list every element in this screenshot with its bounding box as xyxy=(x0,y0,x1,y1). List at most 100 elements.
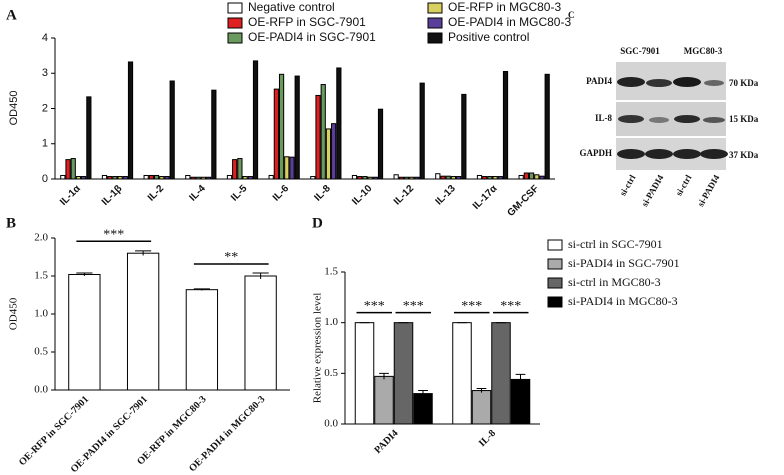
legend-swatch xyxy=(547,296,563,308)
x-tick-label: IL-5 xyxy=(229,183,250,204)
band xyxy=(617,149,645,159)
bar xyxy=(452,322,472,425)
bar xyxy=(159,176,165,180)
bar xyxy=(409,176,415,180)
y-tick-label: 1 xyxy=(42,138,48,150)
bar xyxy=(247,176,253,180)
error-bar xyxy=(252,272,269,280)
band xyxy=(704,80,724,86)
bar xyxy=(226,174,233,180)
legend-label: si-ctrl in SGC-7901 xyxy=(568,237,663,251)
y-tick-label: 0 xyxy=(42,173,48,185)
x-tick-label: IL-2 xyxy=(146,183,167,204)
legend-label: OE-RFP in SGC-7901 xyxy=(248,15,366,29)
bar xyxy=(445,175,451,180)
band xyxy=(617,77,645,87)
legend-label: OE-PADI4 in MGC80-3 xyxy=(448,15,571,29)
panel: A OD450 0 1 2 3 4 IL-1α IL-1β IL-2 IL-4 IL-5 IL-6 IL-… xyxy=(6,0,571,219)
lane-label: si-ctrl xyxy=(618,173,638,198)
band xyxy=(646,79,672,87)
bar xyxy=(534,174,540,180)
legend-swatch xyxy=(427,2,443,14)
bar xyxy=(81,176,87,180)
y-tick-label: 2 xyxy=(42,102,48,114)
legend-label: Negative control xyxy=(248,0,335,14)
band xyxy=(673,77,701,87)
band xyxy=(703,117,725,123)
bar xyxy=(107,176,113,180)
bar xyxy=(476,174,483,180)
bar xyxy=(413,393,433,425)
bar xyxy=(190,176,196,180)
bar xyxy=(164,176,170,180)
bar xyxy=(471,390,492,425)
x-tick-label: PADI4 xyxy=(372,428,400,456)
y-tick-label: 1.0 xyxy=(34,308,48,320)
bar xyxy=(461,93,467,180)
legend-swatch xyxy=(227,32,243,44)
legend-label: OE-RFP in MGC80-3 xyxy=(448,0,561,14)
cell-line-label: MGC80-3 xyxy=(684,46,723,56)
bar xyxy=(148,174,154,180)
bar xyxy=(310,176,316,180)
bar xyxy=(393,322,414,425)
legend-label: si-PADI4 in SGC-7901 xyxy=(568,256,680,270)
bar xyxy=(126,252,160,391)
bar xyxy=(482,176,488,180)
bar xyxy=(523,172,529,180)
error-bar xyxy=(418,390,428,397)
x-tick-label: IL-1α xyxy=(58,183,83,208)
y-axis-title: Relative expression level xyxy=(312,293,324,404)
size-label: 70 KDa xyxy=(729,78,759,88)
band xyxy=(649,117,669,123)
bar xyxy=(518,174,524,180)
legend-swatch xyxy=(427,17,443,29)
band xyxy=(673,149,701,159)
protein-label: IL-8 xyxy=(595,113,613,123)
error-bar xyxy=(193,288,210,291)
panel-letter: B xyxy=(6,215,16,231)
band xyxy=(645,149,673,159)
x-tick-label: IL-12 xyxy=(392,183,417,208)
y-tick-label: 3 xyxy=(42,67,48,79)
lane-label: si-PADI4 xyxy=(639,173,665,209)
bar xyxy=(273,88,279,180)
y-tick-label: 0.0 xyxy=(34,384,48,396)
bar xyxy=(211,89,217,180)
bar xyxy=(487,176,493,180)
bar xyxy=(65,159,71,180)
band xyxy=(618,115,644,123)
bar xyxy=(544,73,550,180)
legend-swatch xyxy=(227,17,243,29)
bar xyxy=(374,375,394,425)
western-blot: C SGC-7901 MGC80-3 PADI4 IL-8 GAPDH 70 K… xyxy=(568,10,759,208)
cell-line-label: SGC-7901 xyxy=(620,46,660,56)
band xyxy=(674,115,700,123)
bar xyxy=(252,60,259,180)
bar xyxy=(70,158,76,180)
bar xyxy=(60,174,66,180)
significance-label: *** xyxy=(103,227,124,242)
significance-label: *** xyxy=(403,299,424,314)
bar xyxy=(377,108,384,180)
legend-swatch xyxy=(547,277,563,289)
significance-label: *** xyxy=(500,299,521,314)
bar xyxy=(206,176,212,180)
bar xyxy=(367,176,373,180)
bar xyxy=(294,75,300,180)
protein-label: GAPDH xyxy=(580,148,613,158)
bar xyxy=(393,174,399,180)
bar xyxy=(232,159,238,180)
x-tick-label: IL-1β xyxy=(100,183,125,208)
size-label: 37 KDa xyxy=(729,150,759,160)
bar xyxy=(435,173,441,180)
x-tick-label: IL-10 xyxy=(350,183,375,208)
bar xyxy=(185,289,219,391)
bar xyxy=(101,174,108,180)
bar xyxy=(497,176,503,180)
bar xyxy=(127,61,134,180)
bar xyxy=(362,176,368,180)
legend-label: si-PADI4 in MGC80-3 xyxy=(568,294,678,308)
bar xyxy=(284,156,290,180)
